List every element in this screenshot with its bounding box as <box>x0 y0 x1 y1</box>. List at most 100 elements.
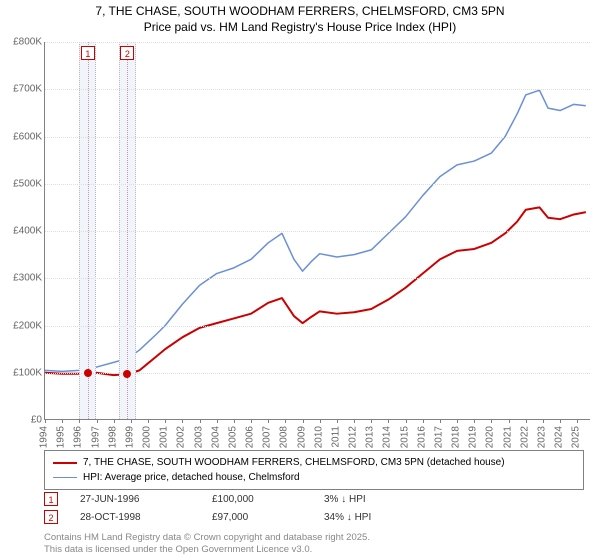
y-gridline <box>45 278 590 279</box>
x-axis-label: 2000 <box>142 426 153 448</box>
x-tick <box>371 419 372 423</box>
legend-swatch <box>53 477 77 478</box>
footer-attribution: Contains HM Land Registry data © Crown c… <box>44 532 370 556</box>
x-axis-label: 2019 <box>468 426 479 448</box>
sales-price: £97,000 <box>212 512 302 523</box>
y-gridline <box>45 231 590 232</box>
y-gridline <box>45 184 590 185</box>
x-tick <box>268 419 269 423</box>
y-gridline <box>45 326 590 327</box>
x-axis-label: 2020 <box>485 426 496 448</box>
x-axis-label: 2009 <box>296 426 307 448</box>
sales-table: 127-JUN-1996£100,0003% ↓ HPI228-OCT-1998… <box>44 490 424 526</box>
x-axis-label: 2025 <box>571 426 582 448</box>
sale-flag: 1 <box>81 46 95 60</box>
x-tick <box>337 419 338 423</box>
x-tick <box>285 419 286 423</box>
x-axis-label: 1999 <box>124 426 135 448</box>
footer-line2: This data is licensed under the Open Gov… <box>44 544 370 556</box>
x-tick <box>148 419 149 423</box>
title-line1: 7, THE CHASE, SOUTH WOODHAM FERRERS, CHE… <box>10 4 590 20</box>
x-tick <box>354 419 355 423</box>
x-axis-label: 1994 <box>39 426 50 448</box>
x-tick <box>200 419 201 423</box>
x-axis-label: 2017 <box>433 426 444 448</box>
x-axis-label: 2008 <box>279 426 290 448</box>
x-axis-label: 2010 <box>313 426 324 448</box>
sales-diff: 34% ↓ HPI <box>324 512 424 523</box>
x-tick <box>45 419 46 423</box>
x-tick <box>543 419 544 423</box>
x-tick <box>217 419 218 423</box>
x-tick <box>234 419 235 423</box>
x-axis-label: 2024 <box>554 426 565 448</box>
x-tick <box>457 419 458 423</box>
x-tick <box>114 419 115 423</box>
chart-title: 7, THE CHASE, SOUTH WOODHAM FERRERS, CHE… <box>0 0 600 37</box>
sales-row: 2 28-OCT-1998 £97,000 34% ↓ HPI <box>44 508 424 526</box>
y-axis-label: £700K <box>0 84 42 95</box>
y-gridline <box>45 89 590 90</box>
y-axis-label: £600K <box>0 131 42 142</box>
x-axis-label: 2022 <box>519 426 530 448</box>
x-tick <box>491 419 492 423</box>
x-axis-label: 2018 <box>451 426 462 448</box>
x-axis-label: 2014 <box>382 426 393 448</box>
x-tick <box>509 419 510 423</box>
legend-swatch <box>53 462 77 464</box>
y-axis-label: £300K <box>0 273 42 284</box>
y-axis-label: £400K <box>0 226 42 237</box>
y-axis-label: £500K <box>0 178 42 189</box>
x-tick <box>62 419 63 423</box>
x-axis-label: 2005 <box>227 426 238 448</box>
legend-label: 7, THE CHASE, SOUTH WOODHAM FERRERS, CHE… <box>83 455 505 470</box>
x-axis-label: 2001 <box>159 426 170 448</box>
legend: 7, THE CHASE, SOUTH WOODHAM FERRERS, CHE… <box>44 450 584 490</box>
x-axis-label: 2023 <box>536 426 547 448</box>
sales-date: 28-OCT-1998 <box>80 512 190 523</box>
sale-marker <box>84 369 92 377</box>
x-tick <box>131 419 132 423</box>
y-gridline <box>45 137 590 138</box>
x-tick <box>423 419 424 423</box>
x-tick <box>320 419 321 423</box>
x-axis-label: 2011 <box>330 426 341 448</box>
sale-marker <box>123 370 131 378</box>
sales-row: 127-JUN-1996£100,0003% ↓ HPI <box>44 490 424 508</box>
sales-diff: 3% ↓ HPI <box>324 494 424 505</box>
x-tick <box>251 419 252 423</box>
y-axis-label: £800K <box>0 37 42 48</box>
x-tick <box>560 419 561 423</box>
footer-line1: Contains HM Land Registry data © Crown c… <box>44 532 370 544</box>
sales-flag: 2 <box>44 510 58 524</box>
sale-flag: 2 <box>120 46 134 60</box>
legend-item-hpi: HPI: Average price, detached house, Chel… <box>53 470 575 485</box>
x-tick <box>79 419 80 423</box>
x-axis-label: 2012 <box>348 426 359 448</box>
title-line2: Price paid vs. HM Land Registry's House … <box>10 20 590 36</box>
x-axis-label: 2002 <box>176 426 187 448</box>
sales-price: £100,000 <box>212 494 302 505</box>
x-tick <box>165 419 166 423</box>
x-tick <box>474 419 475 423</box>
legend-label: HPI: Average price, detached house, Chel… <box>83 470 300 485</box>
x-tick <box>97 419 98 423</box>
x-axis-label: 1997 <box>90 426 101 448</box>
x-axis-label: 2013 <box>365 426 376 448</box>
x-axis-label: 1998 <box>107 426 118 448</box>
chart-container: 7, THE CHASE, SOUTH WOODHAM FERRERS, CHE… <box>0 0 600 560</box>
x-axis-label: 2004 <box>210 426 221 448</box>
x-tick <box>182 419 183 423</box>
x-axis-label: 1996 <box>73 426 84 448</box>
x-tick <box>406 419 407 423</box>
y-gridline <box>45 42 590 43</box>
x-tick <box>526 419 527 423</box>
x-tick <box>303 419 304 423</box>
sales-date: 27-JUN-1996 <box>80 494 190 505</box>
x-tick <box>577 419 578 423</box>
y-axis-label: £0 <box>0 415 42 426</box>
x-axis-label: 2021 <box>502 426 513 448</box>
plot-area: 12 <box>44 42 590 420</box>
legend-item-price-paid: 7, THE CHASE, SOUTH WOODHAM FERRERS, CHE… <box>53 455 575 470</box>
x-axis-label: 2003 <box>193 426 204 448</box>
